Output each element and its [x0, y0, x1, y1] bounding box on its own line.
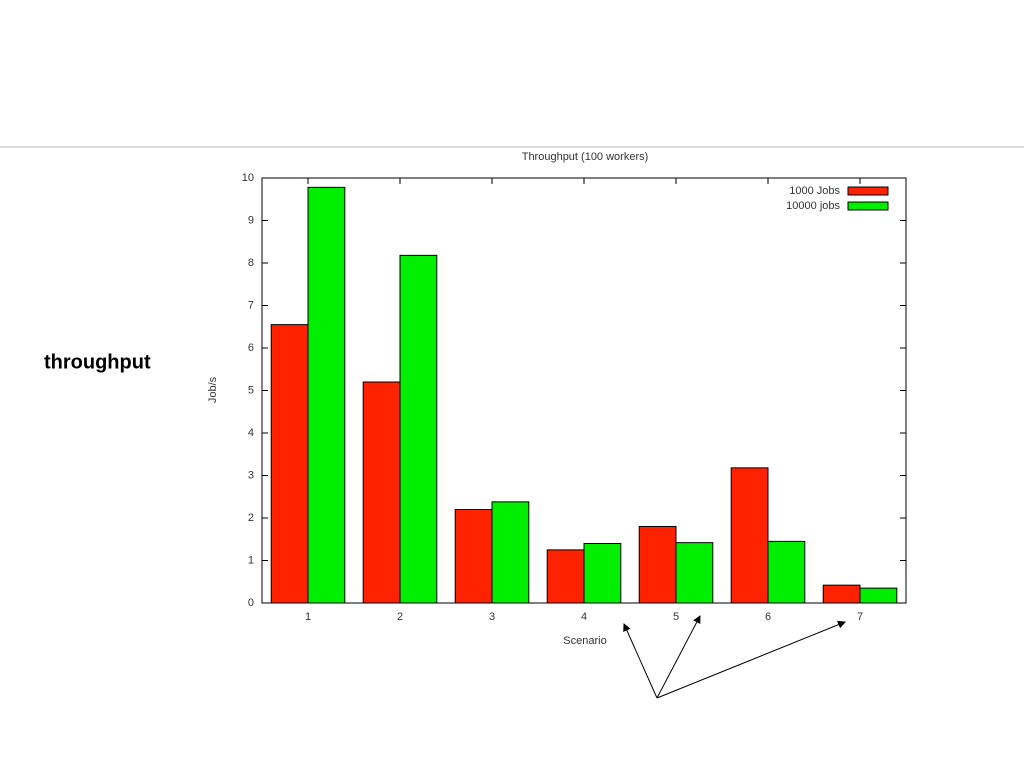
bar	[399, 254, 438, 604]
bar	[454, 509, 493, 604]
bar	[730, 467, 769, 604]
x-axis-label: Scenario	[563, 635, 606, 647]
y-axis-label: Job/s	[207, 376, 219, 403]
bar	[583, 543, 622, 604]
legend-swatch	[847, 201, 889, 211]
bar	[270, 324, 309, 604]
y-tick-label: 1	[248, 554, 254, 566]
y-tick-label: 7	[248, 299, 254, 311]
y-tick-label: 4	[248, 427, 254, 439]
x-tick-label: 2	[397, 611, 403, 623]
y-tick-label: 3	[248, 469, 254, 481]
y-tick-label: 8	[248, 257, 254, 269]
arrow	[656, 615, 701, 699]
bar	[767, 540, 806, 604]
plot-frame	[261, 177, 907, 604]
x-tick-label: 5	[673, 611, 679, 623]
bar	[859, 587, 898, 604]
x-tick-label: 7	[857, 611, 863, 623]
bar	[675, 542, 714, 604]
legend-label: 1000 Jobs	[789, 185, 840, 197]
bar	[307, 186, 346, 604]
legend-swatch	[847, 186, 889, 196]
y-tick-label: 9	[248, 214, 254, 226]
x-tick-label: 3	[489, 611, 495, 623]
x-tick-label: 6	[765, 611, 771, 623]
bar	[638, 526, 677, 604]
bar	[822, 584, 861, 604]
y-tick-label: 0	[248, 597, 254, 609]
arrows	[623, 615, 846, 699]
y-tick-label: 10	[242, 172, 254, 184]
arrow	[656, 620, 846, 699]
x-tick-label: 4	[581, 611, 587, 623]
legend-label: 10000 jobs	[786, 200, 840, 212]
bar	[546, 549, 585, 604]
slide-label: throughput	[44, 351, 151, 373]
y-tick-label: 2	[248, 512, 254, 524]
y-tick-label: 5	[248, 384, 254, 396]
chart-title: Throughput (100 workers)	[522, 151, 649, 163]
bar	[491, 501, 530, 604]
bar	[362, 381, 401, 604]
arrow	[623, 623, 658, 699]
x-tick-label: 1	[305, 611, 311, 623]
y-tick-label: 6	[248, 342, 254, 354]
